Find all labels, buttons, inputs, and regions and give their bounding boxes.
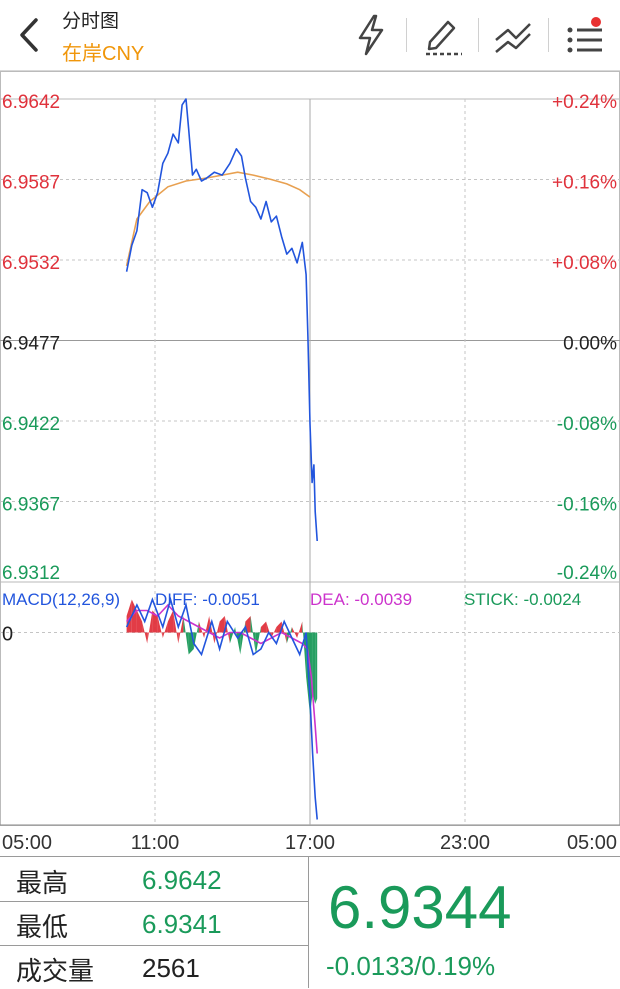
- macd-stick-bar: [162, 621, 168, 638]
- price-tick-label: 6.9422: [2, 414, 60, 435]
- percent-tick-label: +0.08%: [552, 253, 617, 274]
- menu-button[interactable]: [560, 12, 610, 58]
- macd-stick-bar: [312, 632, 316, 704]
- percent-tick-label: +0.24%: [552, 92, 617, 113]
- macd-stick-bar: [131, 599, 137, 633]
- pencil-draw-icon: [426, 20, 462, 56]
- macd-stick-bar: [235, 627, 241, 655]
- header-divider: [406, 18, 407, 52]
- volume-label: 成交量: [16, 956, 95, 986]
- volume-value: 2561: [142, 953, 200, 983]
- stat-row-high: 最高 6.9642: [0, 857, 308, 902]
- macd-stick-bar: [245, 616, 251, 633]
- macd-stick-bar: [271, 627, 277, 638]
- macd-stick-bar: [193, 621, 199, 649]
- time-tick-label: 05:00: [567, 832, 617, 854]
- percent-tick-label: -0.16%: [557, 495, 617, 516]
- menu-list-icon: [567, 17, 602, 53]
- macd-stick-bar: [157, 616, 163, 638]
- time-tick-label: 11:00: [131, 832, 180, 854]
- high-label: 最高: [16, 868, 69, 898]
- header-divider: [548, 18, 549, 52]
- macd-lines: [125, 596, 318, 820]
- trend-lines-icon: [495, 23, 531, 53]
- price-tick-label: 6.9477: [2, 334, 60, 355]
- macd-stick-bar: [240, 621, 246, 655]
- diff-legend: DIFF: -0.0051: [155, 590, 260, 609]
- macd-stick-bar: [198, 621, 205, 638]
- price-axis-labels: 6.9642 +0.24% 6.9587 +0.16% 6.9532 +0.08% 6.94…: [2, 92, 617, 584]
- header-divider: [478, 18, 479, 52]
- macd-stick-bar: [291, 627, 298, 638]
- page-title: 分时图: [62, 11, 120, 32]
- macd-stick-bar: [173, 610, 179, 644]
- macd-stick-bar: [178, 616, 184, 644]
- intraday-chart[interactable]: 6.9642 +0.24% 6.9587 +0.16% 6.9532 +0.08% 6.94…: [0, 71, 620, 856]
- macd-stick-bar: [142, 621, 148, 644]
- macd-stick-bar: [209, 616, 215, 644]
- price-series: [125, 98, 318, 542]
- low-label: 最低: [16, 912, 69, 942]
- price-tick-label: 6.9312: [2, 563, 60, 584]
- price-tick-label: 6.9367: [2, 495, 60, 516]
- stick-legend: STICK: -0.0024: [464, 590, 581, 609]
- stat-row-low: 最低 6.9341: [0, 901, 308, 946]
- stats-divider: [308, 857, 309, 988]
- macd-legend: MACD(12,26,9) DIFF: -0.0051 DEA: -0.0039 ST…: [2, 590, 581, 646]
- draw-button[interactable]: [418, 12, 468, 58]
- time-axis-labels: 05:00 11:00 17:00 23:00 05:00: [2, 832, 617, 854]
- price-line: [125, 98, 318, 542]
- diff-line: [125, 596, 318, 820]
- price-change: -0.0133/0.19%: [326, 951, 496, 981]
- macd-stick-bar: [297, 621, 303, 638]
- macd-stick-bar: [224, 616, 230, 644]
- high-value: 6.9642: [142, 865, 222, 895]
- macd-stick-bar: [167, 610, 174, 633]
- macd-stick-bar: [255, 627, 261, 655]
- macd-stick-bar: [136, 610, 143, 633]
- back-button[interactable]: [14, 14, 46, 56]
- percent-tick-label: -0.24%: [557, 563, 617, 584]
- macd-stick-bar: [183, 616, 189, 655]
- macd-stick-bar: [286, 627, 292, 644]
- low-value: 6.9341: [142, 909, 222, 939]
- time-tick-label: 05:00: [2, 832, 52, 854]
- percent-tick-label: +0.16%: [552, 173, 617, 194]
- indicator-button[interactable]: [488, 12, 538, 58]
- last-price: 6.9344: [328, 874, 512, 941]
- macd-stick-bar: [276, 621, 282, 633]
- percent-tick-label: 0.00%: [563, 334, 617, 355]
- average-price-line: [125, 171, 311, 267]
- notification-dot: [591, 17, 601, 27]
- app-header: 分时图 在岸CNY: [0, 0, 620, 71]
- stat-row-volume: 成交量 2561: [0, 945, 308, 989]
- stats-panel: 最高 6.9642 最低 6.9341 成交量 2561 6.9344 -0.0…: [0, 856, 620, 988]
- price-tick-label: 6.9587: [2, 173, 60, 194]
- macd-label: MACD(12,26,9): [2, 590, 120, 609]
- time-tick-label: 23:00: [440, 832, 490, 854]
- macd-stick-bar: [147, 610, 153, 644]
- lightning-icon: [358, 14, 384, 56]
- macd-stick-bar: [302, 621, 307, 677]
- price-tick-label: 6.9642: [2, 92, 60, 113]
- macd-stick-bar: [250, 616, 256, 655]
- macd-stick-bar: [260, 621, 267, 633]
- price-tick-label: 6.9532: [2, 253, 60, 274]
- percent-tick-label: -0.08%: [557, 414, 617, 435]
- macd-stick-bar: [219, 616, 225, 633]
- back-chevron-icon: [20, 18, 38, 52]
- dea-legend: DEA: -0.0039: [310, 590, 412, 609]
- macd-zero-label: 0: [2, 624, 13, 646]
- instrument-name: 在岸CNY: [62, 43, 145, 65]
- macd-stick-bar: [315, 632, 318, 704]
- time-tick-label: 17:00: [285, 832, 335, 854]
- quick-trade-button[interactable]: [346, 12, 396, 58]
